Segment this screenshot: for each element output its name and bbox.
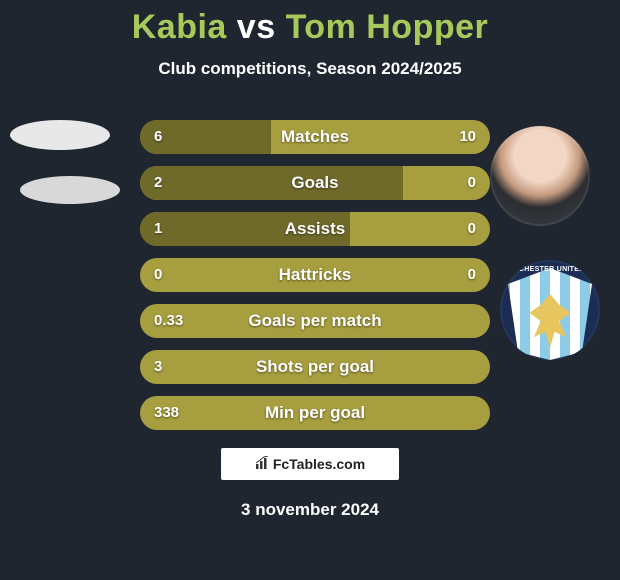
stats-container: 610Matches 20Goals 10Assists 00Hattricks 0.3… [140,120,490,442]
stat-row: 20Goals [140,166,490,200]
date-text: 3 november 2024 [0,500,620,520]
stat-row: 10Assists [140,212,490,246]
logo-text: FcTables.com [273,456,365,472]
stat-row: 610Matches [140,120,490,154]
right-club-crest: COLCHESTER UNITED FC [500,260,600,360]
site-logo: FcTables.com [221,448,399,480]
page-title: Kabia vs Tom Hopper [0,0,620,47]
stat-row: 00Hattricks [140,258,490,292]
title-right: Tom Hopper [286,8,489,46]
left-player-avatar-placeholder-2 [20,176,120,204]
stat-label: Shots per goal [140,350,490,384]
stat-row: 3Shots per goal [140,350,490,384]
stat-row: 0.33Goals per match [140,304,490,338]
stat-label: Goals per match [140,304,490,338]
stat-row: 338Min per goal [140,396,490,430]
subtitle: Club competitions, Season 2024/2025 [0,59,620,79]
crest-text: COLCHESTER UNITED FC [500,266,600,273]
stat-label: Min per goal [140,396,490,430]
right-player-avatar [490,126,590,226]
title-left: Kabia [132,8,227,46]
stat-label: Assists [140,212,490,246]
title-vs: vs [237,8,276,46]
stat-label: Hattricks [140,258,490,292]
stat-label: Matches [140,120,490,154]
chart-icon [255,456,269,473]
stat-label: Goals [140,166,490,200]
left-player-avatar-placeholder-1 [10,120,110,150]
